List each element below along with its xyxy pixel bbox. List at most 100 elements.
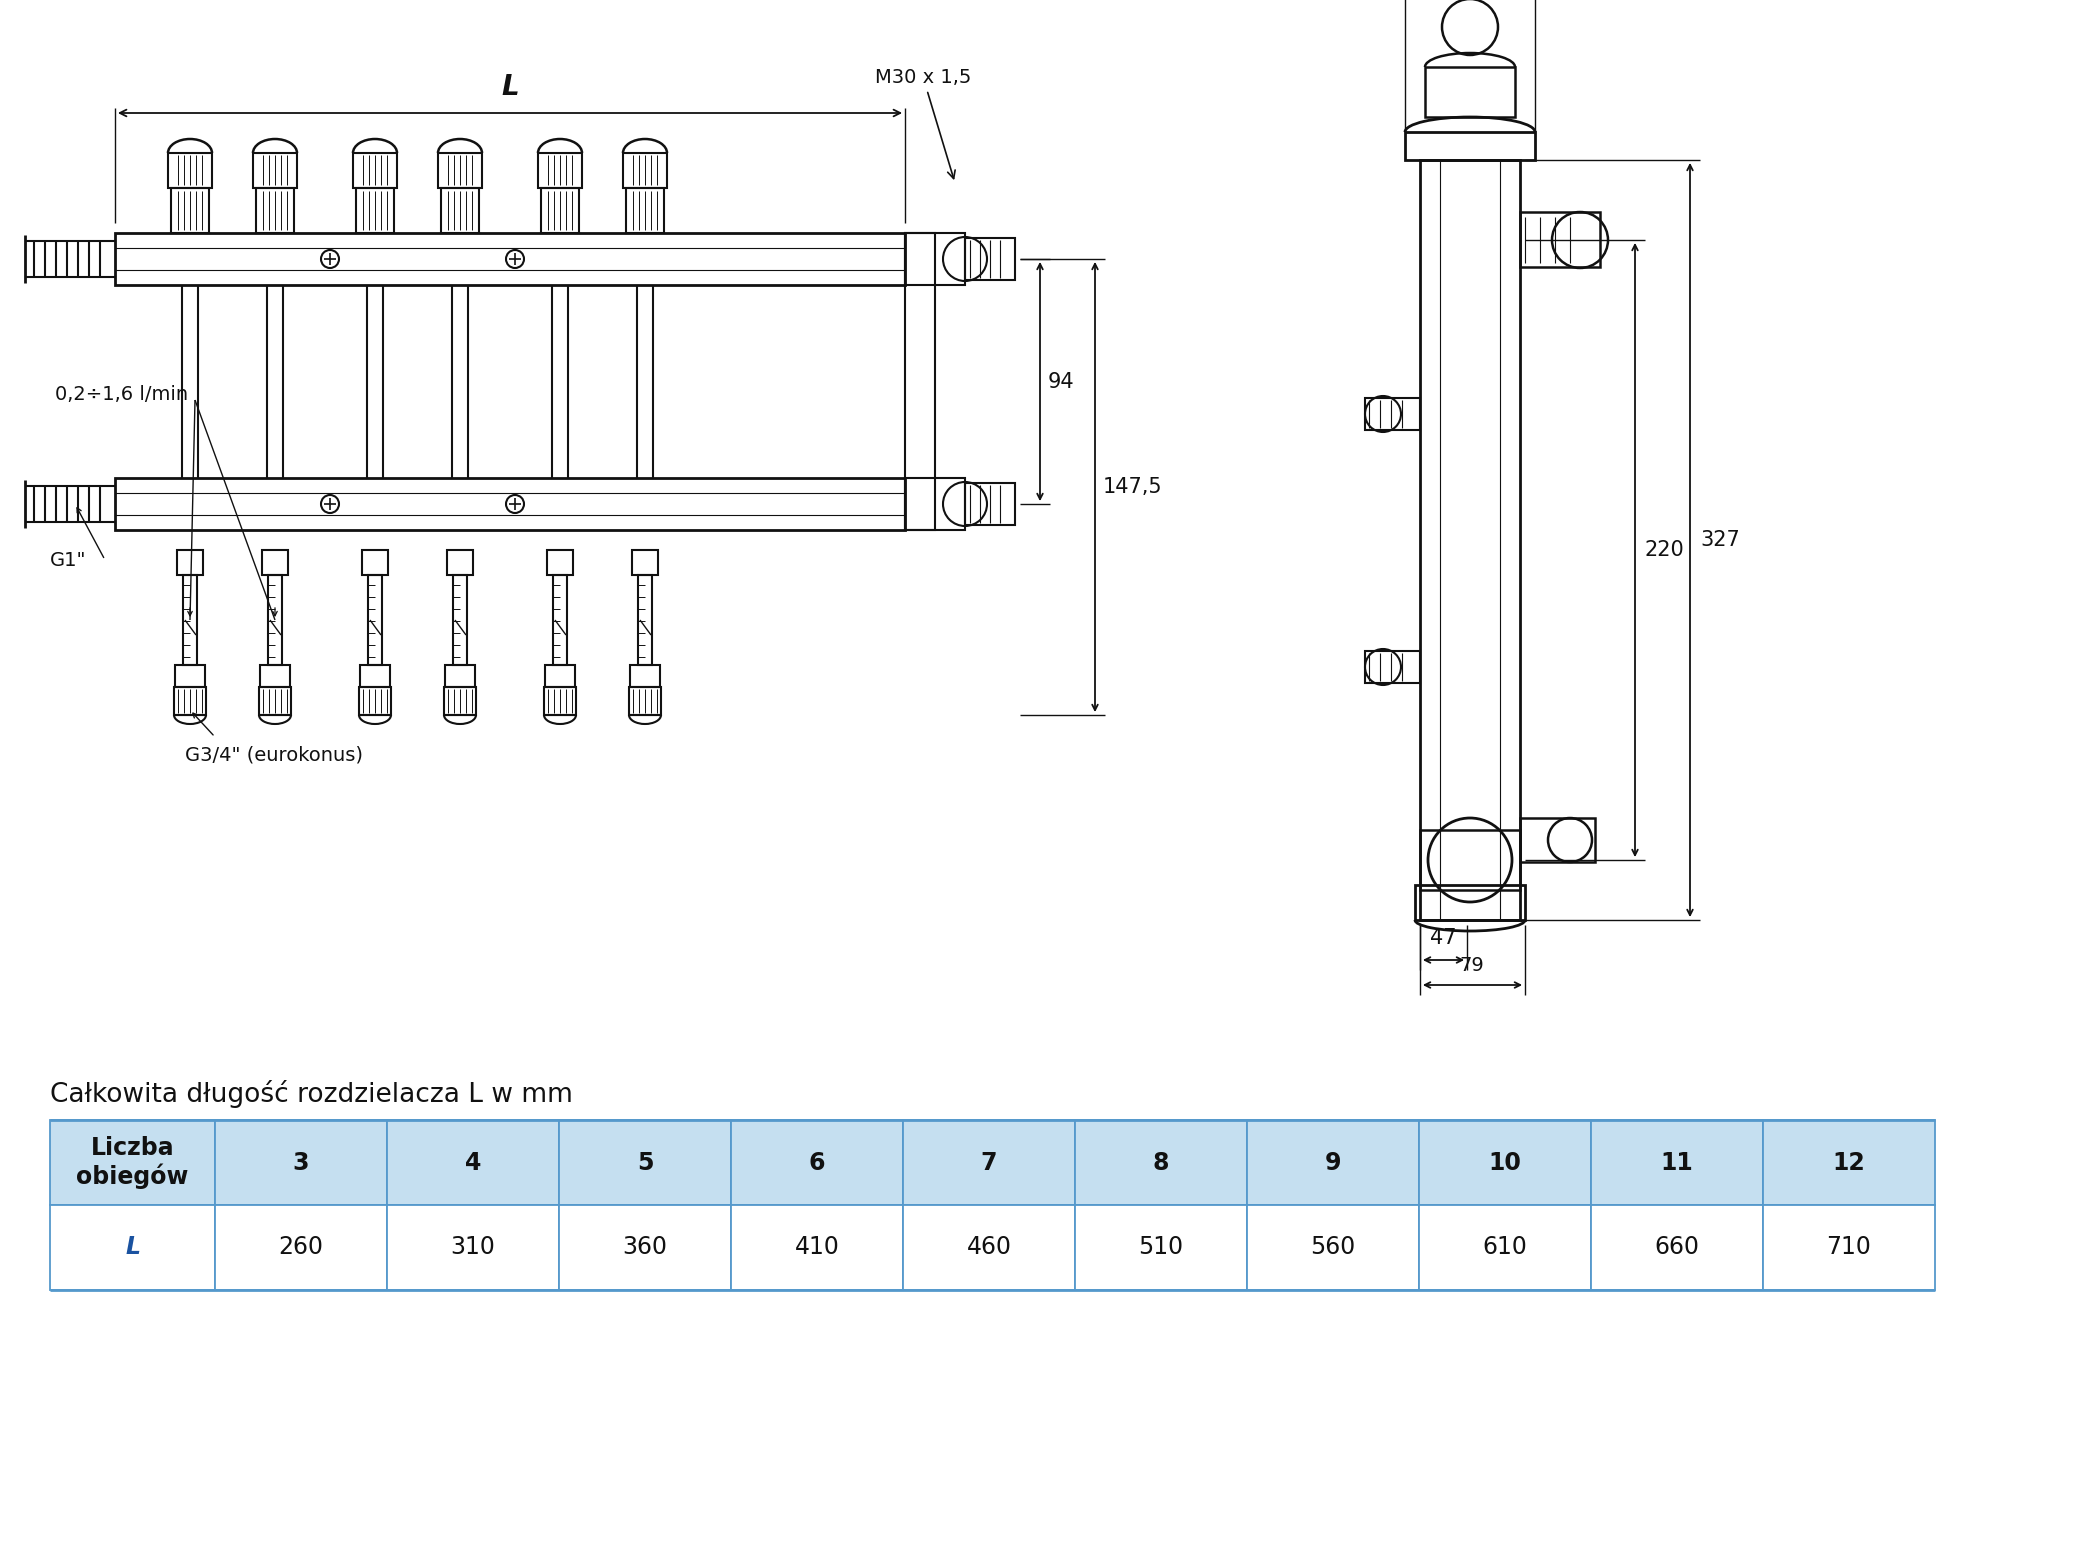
Bar [256, 188, 294, 232]
Bar [1420, 1204, 1592, 1290]
Bar [1075, 1204, 1247, 1290]
Bar [731, 1204, 903, 1290]
Text: G3/4" (eurokonus): G3/4" (eurokonus) [185, 746, 363, 764]
Bar [359, 665, 391, 687]
Text: 8: 8 [1153, 1150, 1170, 1175]
Bar [630, 687, 662, 715]
Bar [361, 550, 388, 575]
Text: 310: 310 [452, 1235, 496, 1260]
Text: 410: 410 [794, 1235, 840, 1260]
Bar [1365, 398, 1420, 429]
Bar [1426, 67, 1514, 116]
Text: 11: 11 [1661, 1150, 1693, 1175]
Bar [903, 1121, 1075, 1204]
Bar [359, 687, 391, 715]
Text: L: L [502, 73, 519, 101]
Bar [638, 575, 651, 665]
Bar [368, 575, 382, 665]
Bar [1520, 212, 1600, 267]
Text: 710: 710 [1827, 1235, 1871, 1260]
Bar [183, 575, 197, 665]
Bar [1075, 1121, 1247, 1204]
Text: 610: 610 [1483, 1235, 1527, 1260]
Bar [552, 575, 567, 665]
Bar [269, 575, 281, 665]
Bar [624, 153, 668, 188]
Text: Liczba
obiegów: Liczba obiegów [76, 1136, 189, 1189]
Bar [1420, 1121, 1592, 1204]
Bar [1247, 1121, 1420, 1204]
Bar [1764, 1204, 1934, 1290]
Text: 7: 7 [981, 1150, 998, 1175]
Bar [439, 153, 483, 188]
Bar [116, 232, 905, 285]
Bar [174, 665, 206, 687]
Text: 94: 94 [1048, 372, 1075, 392]
Text: 660: 660 [1655, 1235, 1699, 1260]
Text: 10: 10 [1489, 1150, 1520, 1175]
Bar [630, 665, 659, 687]
Bar [1420, 829, 1520, 890]
Bar [445, 665, 475, 687]
Bar [559, 1121, 731, 1204]
Bar [546, 550, 573, 575]
Bar [1415, 885, 1525, 921]
Bar [1520, 818, 1596, 862]
Bar [632, 550, 657, 575]
Bar [731, 1121, 903, 1204]
Text: 147,5: 147,5 [1102, 477, 1163, 498]
Text: 4: 4 [464, 1150, 481, 1175]
Bar [447, 550, 473, 575]
Text: 327: 327 [1701, 530, 1739, 550]
Bar [1764, 1121, 1934, 1204]
Text: 0,2÷1,6 l/min: 0,2÷1,6 l/min [55, 386, 189, 405]
Bar [905, 477, 966, 530]
Text: 12: 12 [1833, 1150, 1865, 1175]
Text: 3: 3 [292, 1150, 309, 1175]
Bar [174, 687, 206, 715]
Bar [176, 550, 204, 575]
Bar [262, 550, 288, 575]
Bar [170, 188, 210, 232]
Bar [1247, 1204, 1420, 1290]
Bar [559, 1204, 731, 1290]
Bar [538, 153, 582, 188]
Bar [116, 477, 905, 530]
Bar [966, 484, 1014, 525]
Bar [252, 153, 296, 188]
Bar [905, 232, 934, 530]
Bar [1592, 1204, 1764, 1290]
Text: 220: 220 [1644, 539, 1684, 560]
Bar [966, 239, 1014, 281]
Text: M30 x 1,5: M30 x 1,5 [876, 68, 972, 178]
Text: 460: 460 [966, 1235, 1012, 1260]
Bar [357, 188, 395, 232]
Bar [546, 665, 575, 687]
Bar [1420, 160, 1520, 921]
Bar [903, 1204, 1075, 1290]
Text: 360: 360 [622, 1235, 668, 1260]
Bar [1592, 1121, 1764, 1204]
Text: 560: 560 [1310, 1235, 1357, 1260]
Text: L: L [126, 1235, 141, 1260]
Bar [258, 687, 292, 715]
Bar [386, 1121, 559, 1204]
Bar [386, 1204, 559, 1290]
Bar [626, 188, 664, 232]
Text: 47: 47 [1430, 928, 1455, 949]
Bar [454, 575, 466, 665]
Bar [1365, 651, 1420, 684]
Bar [441, 188, 479, 232]
Bar [168, 153, 212, 188]
Bar [214, 1121, 386, 1204]
Bar [542, 188, 580, 232]
Bar [50, 1204, 214, 1290]
Text: 5: 5 [636, 1150, 653, 1175]
Text: 6: 6 [808, 1150, 825, 1175]
Text: 510: 510 [1138, 1235, 1184, 1260]
Bar [443, 687, 477, 715]
Bar [50, 1121, 214, 1204]
Text: G1": G1" [50, 550, 86, 569]
Bar [214, 1204, 386, 1290]
Text: 79: 79 [1460, 956, 1485, 975]
